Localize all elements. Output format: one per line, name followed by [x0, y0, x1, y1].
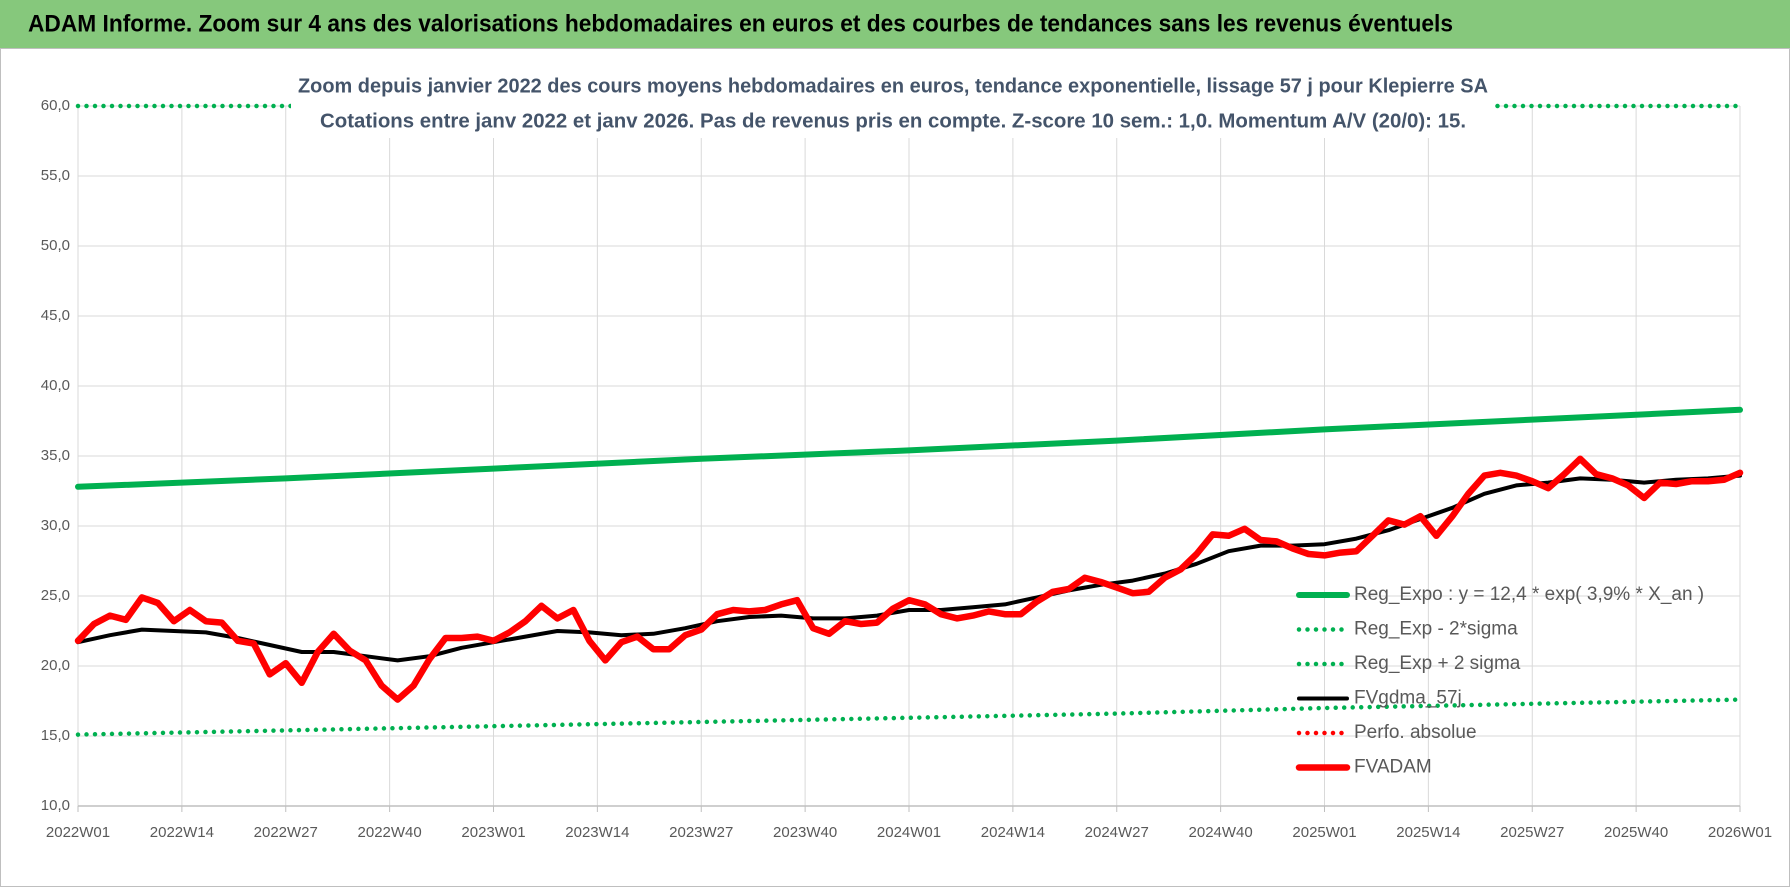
x-tick-label: 2024W14 [981, 824, 1045, 841]
y-tick-label: 45,0 [41, 307, 70, 324]
x-tick-label: 2025W27 [1500, 824, 1564, 841]
x-tick-label: 2023W27 [669, 824, 733, 841]
chart-frame [0, 48, 1790, 887]
series-line [75, 697, 1743, 737]
grid: 10,0 15,0 20,0 25,0 30,0 35,0 40,0 45,0 50,0 55,0… [41, 97, 1772, 841]
y-tick-label: 55,0 [41, 167, 70, 184]
x-tick-label: 2025W40 [1604, 824, 1668, 841]
x-tick-label: 2023W40 [773, 824, 837, 841]
x-tick-label: 2022W01 [46, 824, 110, 841]
legend-label: Reg_Exp + 2 sigma [1354, 653, 1521, 674]
subtitle: Zoom depuis janvier 2022 des cours moyen… [298, 75, 1488, 97]
x-tick-label: 2024W27 [1085, 824, 1149, 841]
y-tick-label: 35,0 [41, 447, 70, 464]
y-tick-label: 30,0 [41, 517, 70, 534]
y-tick-label: 60,0 [41, 97, 70, 114]
y-tick-label: 40,0 [41, 377, 70, 394]
legend-label: Reg_Exp - 2*sigma [1354, 619, 1518, 640]
x-tick-label: 2024W01 [877, 824, 941, 841]
x-tick-label: 2022W14 [150, 824, 214, 841]
legend-label: Perfo. absolue [1354, 722, 1477, 743]
y-tick-label: 20,0 [41, 657, 70, 674]
x-tick-label: 2026W01 [1708, 824, 1772, 841]
subtitle-box [291, 68, 1495, 138]
legend-label: FVADAM [1354, 757, 1432, 778]
series-line [74, 455, 1744, 703]
series-line [75, 406, 1743, 490]
legend: Reg_Expo : y = 12,4 * exp( 3,9% * X_an )… [1295, 584, 1704, 778]
x-tick-label: 2024W40 [1189, 824, 1253, 841]
x-tick-label: 2025W14 [1396, 824, 1460, 841]
legend-label: FVgdma_57j [1354, 688, 1462, 709]
x-tick-label: 2022W27 [254, 824, 318, 841]
subtitle: Cotations entre janv 2022 et janv 2026. … [320, 110, 1466, 132]
y-tick-label: 50,0 [41, 237, 70, 254]
x-tick-label: 2025W01 [1292, 824, 1356, 841]
y-tick-label: 15,0 [41, 727, 70, 744]
legend-label: Reg_Expo : y = 12,4 * exp( 3,9% * X_an ) [1354, 584, 1704, 605]
x-tick-label: 2023W01 [461, 824, 525, 841]
y-tick-label: 10,0 [41, 797, 70, 814]
page-title: ADAM Informe. Zoom sur 4 ans des valoris… [28, 10, 1453, 37]
y-tick-label: 25,0 [41, 587, 70, 604]
x-tick-label: 2023W14 [565, 824, 629, 841]
header-bar [0, 0, 1790, 48]
x-tick-label: 2022W40 [358, 824, 422, 841]
